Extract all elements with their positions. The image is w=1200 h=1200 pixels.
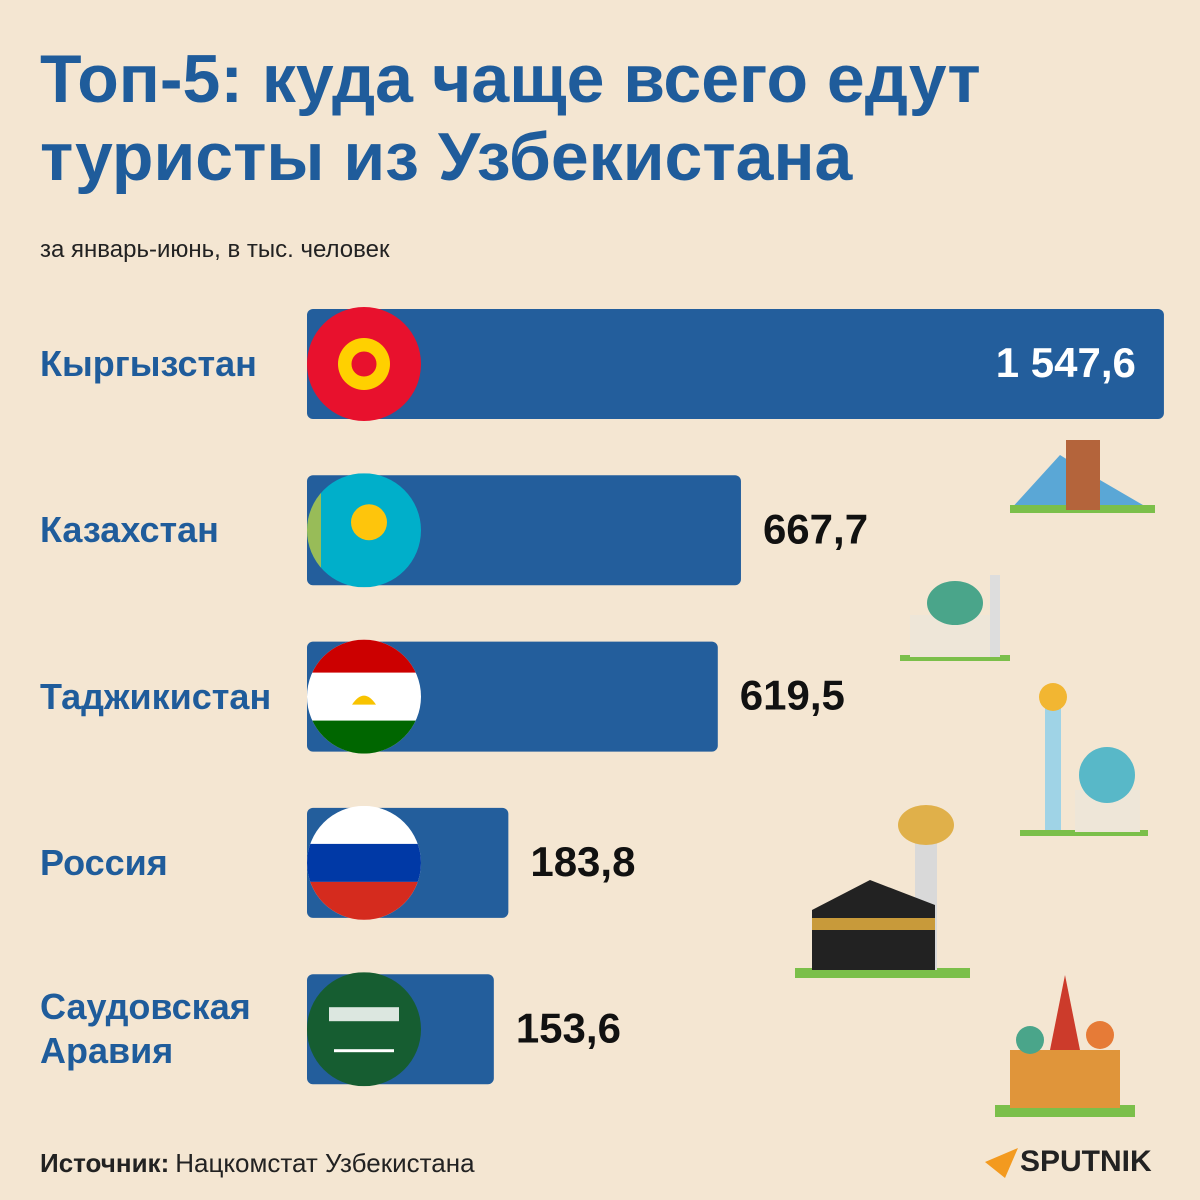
landmarks: [795, 440, 1155, 1117]
value-label: 1 547,6: [996, 339, 1136, 386]
flag: [307, 473, 421, 588]
brand: SPUTNIK: [1020, 1145, 1152, 1178]
bar: [307, 309, 1164, 419]
source-label: Источник:: [40, 1148, 170, 1178]
flag: [307, 639, 421, 754]
value-label: 667,7: [763, 505, 868, 552]
chart-title: Топ-5: куда чаще всего едут туристы из У…: [40, 41, 981, 195]
value-label: 619,5: [740, 672, 845, 719]
category-label: Таджикистан: [40, 675, 272, 717]
flag: [307, 972, 421, 1087]
value-label: 183,8: [530, 838, 635, 885]
value-label: 153,6: [516, 1004, 621, 1051]
category-label: Саудовская Аравия: [40, 986, 251, 1072]
flag: [307, 805, 421, 920]
category-label: Россия: [40, 841, 168, 883]
flag: [307, 307, 421, 421]
category-label: Кыргызстан: [40, 343, 257, 384]
bar: [307, 475, 741, 586]
brand-logo: SPUTNIK: [985, 1145, 1152, 1178]
chart-subtitle: за январь-июнь, в тыс. человек: [40, 236, 390, 263]
source-text: Нацкомстат Узбекистана: [175, 1148, 475, 1178]
category-label: Казахстан: [40, 509, 219, 551]
source: Источник: Нацкомстат Узбекистана: [40, 1148, 475, 1179]
